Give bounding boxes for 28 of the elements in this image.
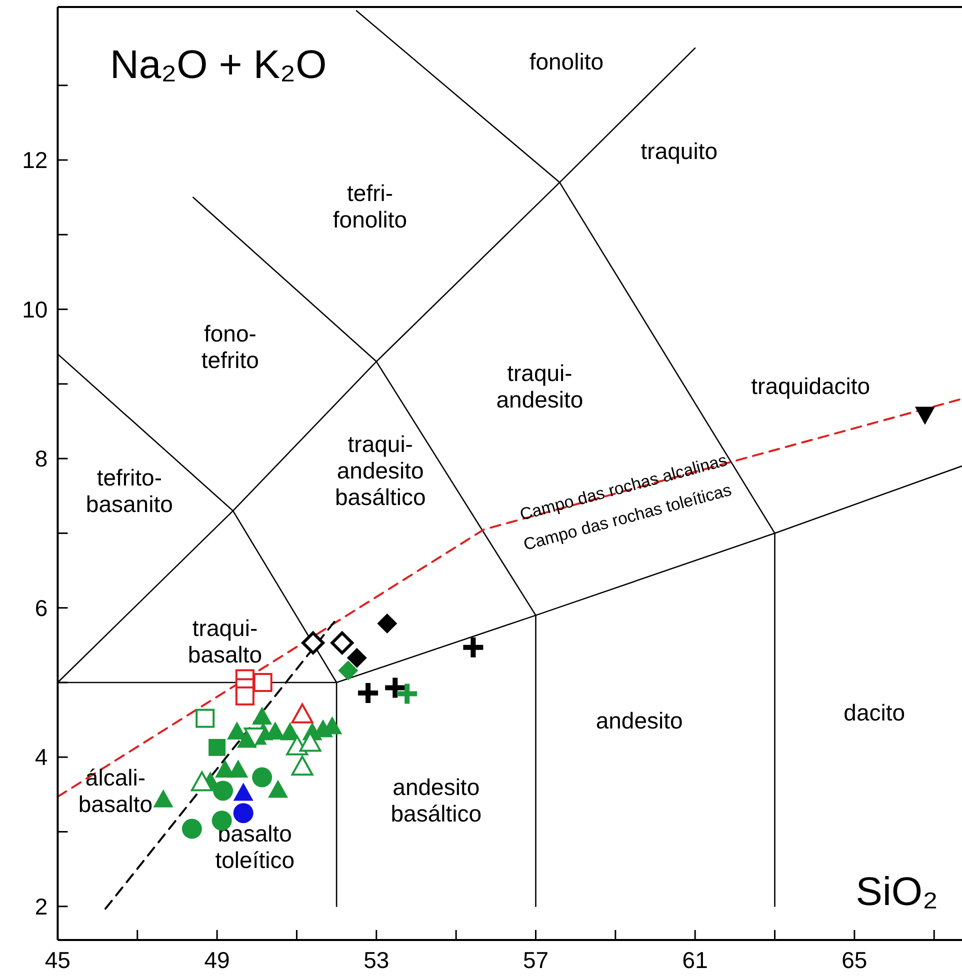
annotation: traqui- andesito <box>496 360 584 412</box>
x-tick-label: 61 <box>682 947 708 973</box>
annotation: basalto toleítico <box>215 820 295 873</box>
y-tick-label: 4 <box>34 744 48 770</box>
annotation: fono- tefrito <box>201 320 259 373</box>
x-axis-title: SiO₂ <box>856 870 938 914</box>
annotation: traquidacito <box>751 373 870 400</box>
annotation: fonolito <box>529 48 604 74</box>
x-tick-label: 53 <box>364 947 390 973</box>
annotation: tefri- fonolito <box>332 180 408 233</box>
y-axis-title: Na₂O + K₂O <box>110 43 327 87</box>
annotation: andesito basáltico <box>390 774 482 827</box>
x-tick-label: 65 <box>842 947 868 973</box>
y-tick-label: 6 <box>34 594 48 621</box>
x-tick-label: 57 <box>522 947 549 973</box>
y-tick-label: 10 <box>22 296 48 322</box>
x-tick-label: 45 <box>44 947 70 973</box>
y-tick-label: 8 <box>34 446 48 472</box>
annotation: álcali- basalto <box>78 764 153 817</box>
annotation: dacito <box>844 699 906 726</box>
annotation: traqui- andesito basáltico <box>334 431 426 510</box>
annotation: tefrito- basanito <box>86 464 173 517</box>
y-tick-label: 12 <box>22 147 48 174</box>
x-tick-label: 49 <box>204 947 230 973</box>
y-tick-label: 2 <box>34 893 48 920</box>
annotation: andesito <box>596 708 683 734</box>
annotation: traquito <box>640 138 718 164</box>
annotation: traqui- basalto <box>188 615 262 668</box>
